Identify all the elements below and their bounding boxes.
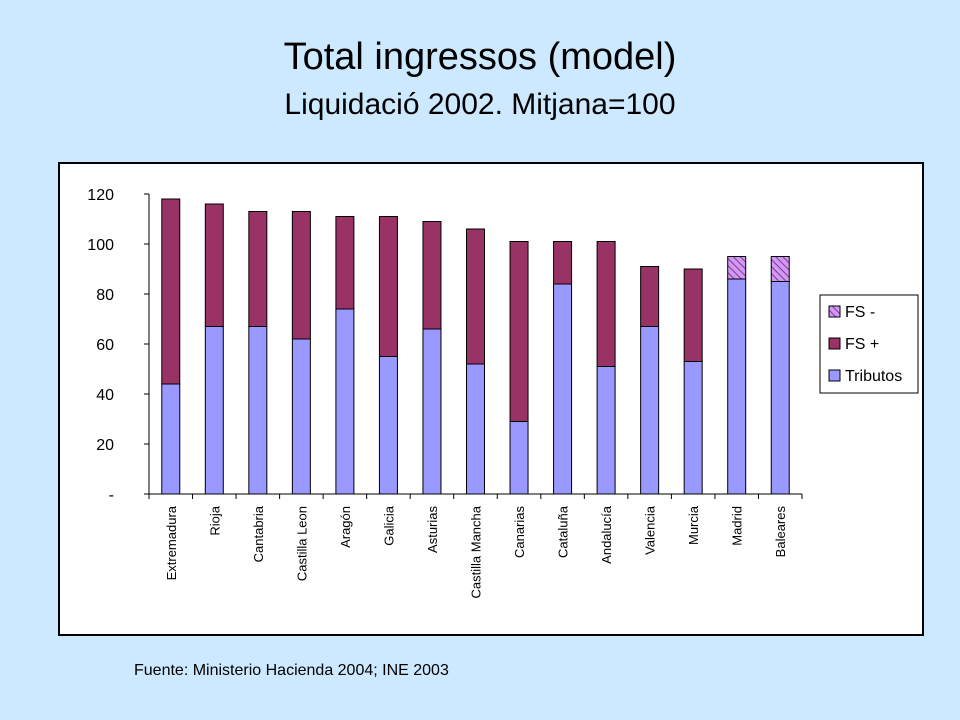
y-tick-label: 80 (96, 287, 114, 304)
legend-label: Tributos (845, 368, 902, 385)
bar-fs-plus (378, 216, 398, 357)
x-tick-label: Canarias (512, 506, 527, 559)
bar-fs-plus (422, 221, 442, 330)
bar-tributos (640, 326, 660, 495)
y-tick-label: - (109, 487, 114, 504)
x-tick-label: Baleares (773, 506, 788, 558)
x-tick-label: Asturias (425, 506, 440, 553)
x-tick-label: Rioja (207, 505, 222, 535)
bar-tributos (422, 328, 442, 495)
x-tick-label: Castilla Leon (294, 506, 309, 581)
bar-fs-plus (596, 241, 616, 367)
bar-fs-plus (466, 228, 485, 365)
bar-tributos (161, 383, 181, 495)
x-tick-label: Extremadura (164, 505, 179, 580)
bar-tributos (596, 366, 616, 495)
bar-tributos (466, 363, 485, 495)
chart-frame: - 20 40 60 80 100 120 Extremadura Rioja Cantabri… (58, 162, 924, 636)
legend-label: FS - (845, 304, 875, 321)
bar-tributos (770, 281, 790, 495)
bar-fs-plus (553, 241, 573, 285)
bar-tributos (683, 361, 703, 495)
bar-fs-minus (770, 256, 790, 282)
x-tick-label: Valencia (643, 505, 658, 555)
bar-fs-plus (291, 211, 311, 340)
x-tick-label: Murcia (686, 505, 701, 545)
x-tick-label: Castilla Mancha (469, 505, 484, 598)
chart-subtitle: Liquidació 2002. Mitjana=100 (284, 88, 676, 121)
x-tick-label: Cantabria (251, 505, 266, 562)
x-tick-label: Cataluña (556, 505, 571, 558)
legend-swatch (828, 369, 841, 382)
stacked-bar-chart: - 20 40 60 80 100 120 Extremadura Rioja Cantabri… (87, 187, 919, 599)
x-tick-label: Madrid (730, 506, 745, 546)
chart-title: Total ingressos (model) (283, 36, 677, 78)
x-tick-label: Galicia (381, 505, 396, 546)
bar-tributos (204, 326, 224, 495)
y-tick-label: 120 (87, 187, 114, 204)
bar-fs-plus (335, 216, 355, 310)
legend-swatch (828, 337, 841, 350)
y-tick-label: 60 (96, 337, 114, 354)
bar-tributos (291, 338, 311, 495)
bar-tributos (553, 283, 573, 495)
bar-tributos (335, 308, 355, 495)
bar-fs-plus (161, 198, 181, 385)
source-note: Fuente: Ministerio Hacienda 2004; INE 20… (134, 662, 449, 679)
bar-tributos (248, 326, 268, 495)
bar-fs-minus (727, 256, 747, 280)
bar-tributos (727, 278, 747, 495)
bar-fs-plus (204, 203, 224, 327)
legend-label: FS + (845, 336, 879, 353)
bar-tributos (509, 421, 529, 495)
bar-fs-plus (248, 211, 268, 327)
bar-tributos (378, 356, 398, 495)
y-tick-label: 20 (96, 437, 114, 454)
bar-fs-plus (683, 268, 703, 362)
x-tick-label: Andalucía (599, 505, 614, 564)
y-tick-label: 40 (96, 387, 114, 404)
x-tick-label: Aragón (338, 506, 353, 548)
bar-fs-plus (509, 241, 529, 422)
legend-swatch (828, 305, 841, 318)
bar-fs-plus (640, 266, 660, 327)
y-tick-label: 100 (87, 237, 114, 254)
